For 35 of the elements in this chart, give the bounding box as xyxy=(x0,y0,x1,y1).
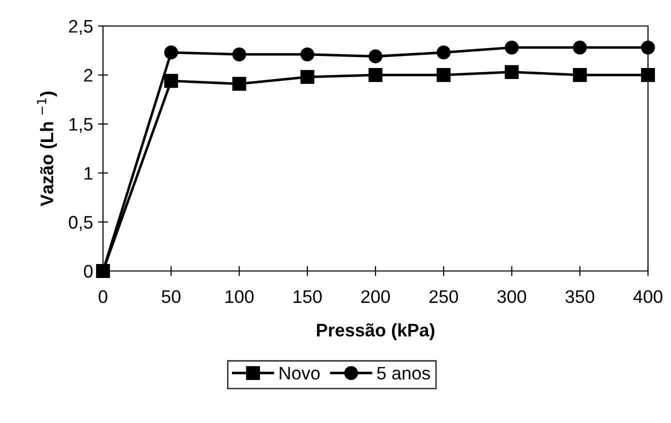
point xyxy=(436,68,451,82)
y-tick-label: 0 xyxy=(84,264,93,278)
legend-label: Novo xyxy=(280,366,320,380)
x-axis-title: Pressão (kPa) xyxy=(316,323,434,340)
x-tick-label: 300 xyxy=(497,290,526,304)
point xyxy=(164,74,178,88)
point xyxy=(368,68,382,82)
y-axis-title: Vazão (Lh $^{−1}$) xyxy=(37,92,57,206)
point xyxy=(300,47,314,62)
x-tick-label: 100 xyxy=(226,290,254,304)
point xyxy=(572,40,587,55)
point xyxy=(232,47,246,62)
x-tick-label: 0 xyxy=(98,290,108,304)
point xyxy=(300,70,314,84)
point xyxy=(368,49,382,64)
x-tick-label: 150 xyxy=(294,290,322,304)
point xyxy=(436,46,451,60)
point xyxy=(504,65,519,80)
point xyxy=(164,46,178,60)
point xyxy=(641,40,655,55)
point xyxy=(504,40,519,55)
x-tick-label: 200 xyxy=(361,290,390,304)
x-tick-label: 350 xyxy=(566,290,594,304)
y-tick-label: 2,5 xyxy=(69,20,93,35)
x-tick-label: 400 xyxy=(633,290,662,304)
y-tick-label: 1 xyxy=(84,167,92,180)
legend-label: 5 anos xyxy=(377,366,430,380)
point xyxy=(572,68,587,82)
y-tick-label: 2 xyxy=(84,68,92,82)
point xyxy=(232,76,246,91)
point xyxy=(641,68,655,82)
x-tick-label: 50 xyxy=(162,290,180,304)
y-tick-label: 0,5 xyxy=(68,216,93,231)
y-tick-label: 1,5 xyxy=(70,118,93,133)
x-tick-label: 250 xyxy=(429,290,458,304)
